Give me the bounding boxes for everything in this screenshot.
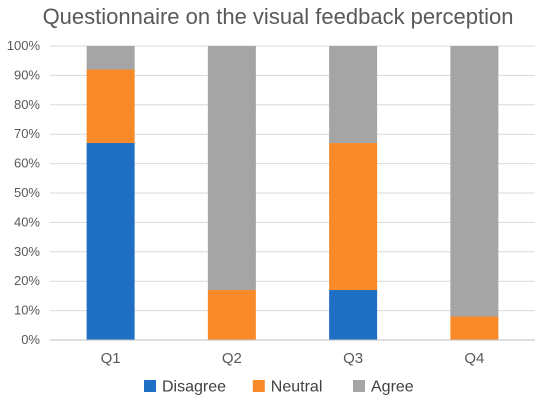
x-tick-label: Q1 xyxy=(101,350,121,367)
bar-q2-neutral xyxy=(207,290,256,340)
y-tick-label: 10% xyxy=(14,303,40,318)
bar-q2-agree xyxy=(207,46,256,291)
bar-q3-neutral xyxy=(329,143,378,291)
legend-item-agree: Agree xyxy=(353,379,414,396)
y-tick-label: 100% xyxy=(7,38,41,53)
legend-swatch xyxy=(353,380,365,392)
y-tick-label: 60% xyxy=(14,156,40,171)
legend-swatch xyxy=(252,380,265,392)
bar-q4-neutral xyxy=(450,316,499,340)
y-tick-label: 90% xyxy=(14,67,40,82)
legend-item-disagree: Disagree xyxy=(144,379,226,396)
y-axis-tick-labels: 0% 10% 20% 30% 40% 50% 60% 70% 80% 90% 100% xyxy=(7,38,41,347)
bar-q3-agree xyxy=(329,46,378,144)
chart-title: Questionnaire on the visual feedback per… xyxy=(43,4,514,29)
y-tick-label: 40% xyxy=(14,214,40,229)
legend-item-neutral: Neutral xyxy=(252,379,323,396)
legend-label: Agree xyxy=(371,379,414,396)
legend-label: Disagree xyxy=(162,379,226,396)
bar-q3-disagree xyxy=(329,290,378,340)
x-tick-label: Q4 xyxy=(464,350,484,367)
x-tick-label: Q3 xyxy=(343,350,363,367)
legend: Disagree Neutral Agree xyxy=(144,379,414,396)
legend-label: Neutral xyxy=(271,379,323,396)
x-tick-label: Q2 xyxy=(222,350,242,367)
y-tick-label: 70% xyxy=(14,126,40,141)
y-tick-label: 20% xyxy=(14,273,40,288)
x-axis: Q1 Q2 Q3 Q4 xyxy=(50,339,535,367)
legend-swatch xyxy=(144,380,156,392)
y-tick-label: 0% xyxy=(21,332,40,347)
y-tick-label: 80% xyxy=(14,97,40,112)
bar-q1-neutral xyxy=(86,69,135,144)
y-tick-label: 50% xyxy=(14,185,40,200)
bar-q1-disagree xyxy=(86,143,135,340)
bar-q4-agree xyxy=(450,46,499,317)
bar-q1-agree xyxy=(86,46,135,70)
y-tick-label: 30% xyxy=(14,244,40,259)
bars xyxy=(86,46,499,340)
